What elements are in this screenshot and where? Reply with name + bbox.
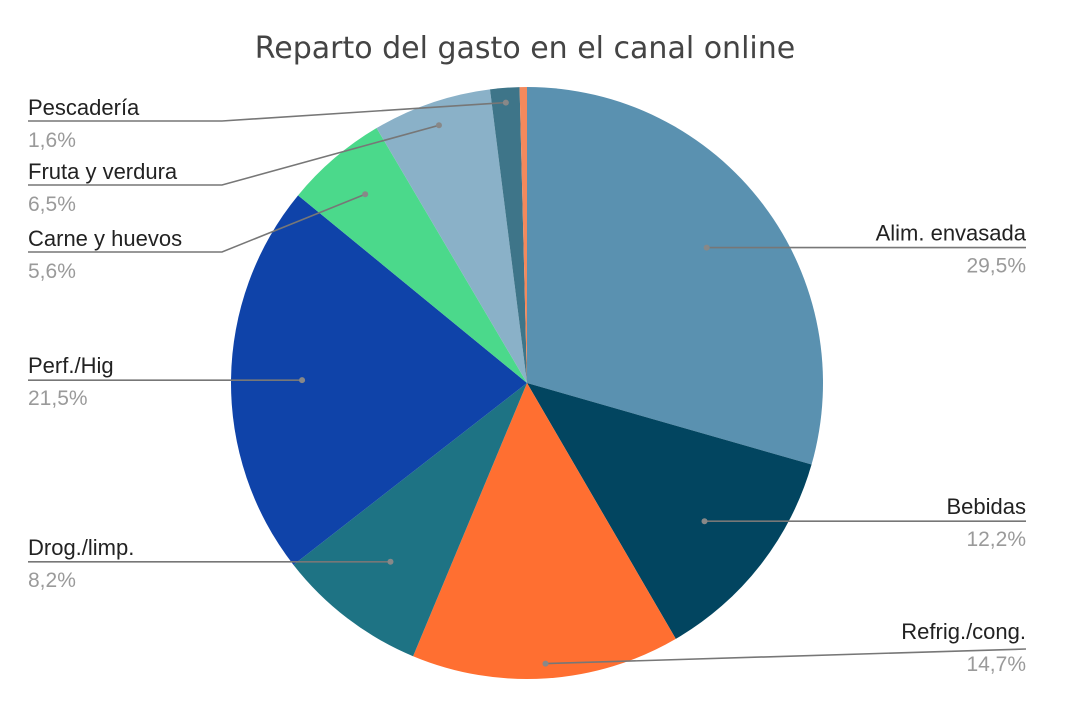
- pie-slice-slice-8: [519, 87, 527, 383]
- slice-label-perf-hig: Perf./Hig: [28, 353, 114, 378]
- leader-dot-carne-y-huevos: [362, 191, 369, 198]
- leader-dot-refrig-cong: [542, 660, 549, 667]
- leader-line-fruta-y-verdura: [28, 124, 440, 186]
- slice-value-fruta-y-verdura: 6,5%: [28, 193, 76, 216]
- slice-value-refrig-cong: 14,7%: [966, 653, 1026, 676]
- leader-line-refrig-cong: [545, 648, 1027, 665]
- slice-value-alim-envasada: 29,5%: [966, 255, 1026, 278]
- slice-label-pescaderia: Pescadería: [28, 95, 140, 120]
- slice-label-fruta-y-verdura: Fruta y verdura: [28, 159, 178, 184]
- pie-slice-alim-envasada: [527, 87, 824, 465]
- slice-value-perf-hig: 21,5%: [28, 387, 88, 410]
- slice-value-bebidas: 12,2%: [966, 528, 1026, 551]
- leader-dot-pescaderia: [502, 99, 509, 106]
- leader-dot-alim-envasada: [703, 244, 710, 251]
- leader-dot-drog-limp: [387, 558, 394, 565]
- slice-value-carne-y-huevos: 5,6%: [28, 260, 76, 283]
- slice-label-refrig-cong: Refrig./cong.: [901, 619, 1026, 644]
- leader-line-pescaderia: [28, 101, 506, 122]
- slice-label-drog-limp: Drog./limp.: [28, 535, 134, 560]
- slice-value-drog-limp: 8,2%: [28, 569, 76, 592]
- pie-slice-drog-limp: [293, 383, 527, 657]
- pie-slice-carne-y-huevos: [298, 128, 527, 383]
- leader-dot-perf-hig: [299, 377, 306, 384]
- pie-slice-refrig-cong: [413, 383, 676, 680]
- slice-value-pescaderia: 1,6%: [28, 129, 76, 152]
- slice-label-bebidas: Bebidas: [946, 494, 1026, 519]
- chart-title: Reparto del gasto en el canal online: [255, 31, 795, 66]
- slice-label-carne-y-huevos: Carne y huevos: [28, 226, 182, 251]
- leader-line-carne-y-huevos: [28, 193, 366, 253]
- pie-slice-fruta-y-verdura: [376, 89, 527, 383]
- leader-dot-bebidas: [701, 518, 708, 525]
- pie-slice-pescaderia: [489, 87, 527, 383]
- pie-slices: [230, 87, 824, 680]
- pie-slice-bebidas: [527, 383, 812, 639]
- pie-slice-perf-hig: [230, 195, 527, 565]
- leader-dot-fruta-y-verdura: [435, 122, 442, 129]
- slice-label-alim-envasada: Alim. envasada: [876, 221, 1027, 246]
- slice-labels: Alim. envasada 29,5% Bebidas 12,2% Refrig./c…: [28, 95, 1027, 676]
